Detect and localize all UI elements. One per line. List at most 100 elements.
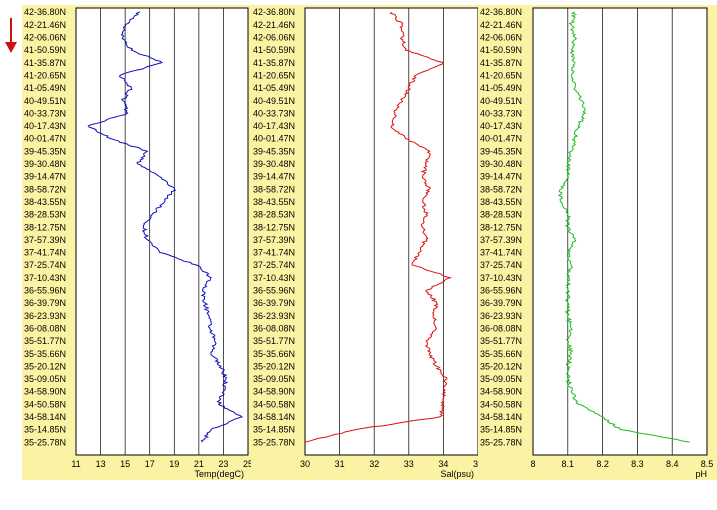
x-tick-label: 34	[438, 459, 448, 469]
x-tick-label: 32	[369, 459, 379, 469]
x-tick-label: 23	[218, 459, 228, 469]
y-tick-label: 39-45.35N	[480, 146, 522, 156]
y-tick-label: 38-28.53N	[24, 210, 66, 220]
y-tick-label: 37-10.43N	[24, 273, 66, 283]
y-tick-label: 35-25.78N	[480, 437, 522, 447]
y-tick-label: 40-49.51N	[24, 96, 66, 106]
y-tick-label: 36-23.93N	[24, 311, 66, 321]
y-tick-label: 37-25.74N	[480, 260, 522, 270]
x-axis-label: pH	[695, 469, 707, 479]
y-tick-label: 35-25.78N	[253, 437, 295, 447]
y-tick-label: 41-20.65N	[480, 70, 522, 80]
plot-area	[304, 7, 479, 456]
y-tick-label: 35-51.77N	[480, 336, 522, 346]
x-axis-label: Temp(degC)	[194, 469, 244, 479]
y-tick-label: 38-43.55N	[24, 197, 66, 207]
y-tick-label: 34-50.58N	[24, 399, 66, 409]
y-tick-label: 37-41.74N	[24, 248, 66, 258]
x-tick-label: 8.1	[562, 459, 575, 469]
y-tick-label: 37-41.74N	[253, 248, 295, 258]
x-tick-label: 30	[300, 459, 310, 469]
y-tick-label: 39-14.47N	[253, 172, 295, 182]
y-tick-label: 35-51.77N	[24, 336, 66, 346]
y-tick-label: 35-09.05N	[24, 374, 66, 384]
y-tick-label: 35-25.78N	[24, 437, 66, 447]
chart-panel-3: 8 8.1 8.2 8.3 8.4 8.5pH 42-36.80N 42-21.46N 42-0…	[478, 5, 717, 480]
y-tick-label: 37-57.39N	[24, 235, 66, 245]
y-tick-label: 42-36.80N	[24, 7, 66, 17]
y-tick-label: 41-50.59N	[480, 45, 522, 55]
y-tick-label: 37-57.39N	[480, 235, 522, 245]
y-tick-label: 42-06.06N	[24, 33, 66, 43]
x-tick-label: 15	[120, 459, 130, 469]
y-tick-label: 37-25.74N	[24, 260, 66, 270]
y-tick-label: 34-58.90N	[253, 387, 295, 397]
y-tick-label: 42-21.46N	[24, 20, 66, 30]
x-axis-label: Sal(psu)	[440, 469, 474, 479]
series-line	[87, 11, 244, 443]
y-tick-label: 42-36.80N	[253, 7, 295, 17]
y-tick-label: 36-39.79N	[253, 298, 295, 308]
y-tick-label: 36-55.96N	[253, 286, 295, 296]
y-tick-label: 35-14.85N	[24, 425, 66, 435]
y-tick-label: 38-43.55N	[480, 197, 522, 207]
y-tick-label: 35-14.85N	[480, 425, 522, 435]
y-tick-label: 38-12.75N	[480, 222, 522, 232]
down-arrow-icon	[5, 18, 17, 53]
y-tick-label: 38-28.53N	[253, 210, 295, 220]
y-tick-label: 37-57.39N	[253, 235, 295, 245]
y-tick-label: 35-09.05N	[480, 374, 522, 384]
y-tick-label: 34-50.58N	[253, 399, 295, 409]
y-tick-label: 41-05.49N	[480, 83, 522, 93]
y-tick-label: 41-50.59N	[253, 45, 295, 55]
x-tick-label: 8.4	[666, 459, 679, 469]
y-tick-label: 35-09.05N	[253, 374, 295, 384]
y-tick-label: 38-58.72N	[24, 184, 66, 194]
y-tick-label: 34-50.58N	[480, 399, 522, 409]
x-tick-label: 19	[169, 459, 179, 469]
y-tick-label: 37-10.43N	[480, 273, 522, 283]
y-tick-label: 36-55.96N	[24, 286, 66, 296]
y-tick-label: 34-58.90N	[480, 387, 522, 397]
y-tick-label: 41-35.87N	[253, 58, 295, 68]
plot-area	[75, 7, 249, 456]
y-tick-label: 35-51.77N	[253, 336, 295, 346]
y-tick-label: 39-30.48N	[480, 159, 522, 169]
y-tick-label: 42-36.80N	[480, 7, 522, 17]
y-tick-label: 40-33.73N	[24, 108, 66, 118]
y-tick-label: 40-17.43N	[253, 121, 295, 131]
y-tick-label: 41-20.65N	[24, 70, 66, 80]
x-tick-label: 8.2	[596, 459, 609, 469]
y-tick-label: 35-20.12N	[24, 361, 66, 371]
y-tick-label: 41-35.87N	[480, 58, 522, 68]
y-tick-label: 35-20.12N	[253, 361, 295, 371]
y-tick-label: 39-30.48N	[253, 159, 295, 169]
y-tick-label: 40-49.51N	[253, 96, 295, 106]
y-tick-label: 35-20.12N	[480, 361, 522, 371]
y-tick-label: 35-35.66N	[253, 349, 295, 359]
y-tick-label: 40-17.43N	[480, 121, 522, 131]
x-tick-label: 13	[96, 459, 106, 469]
y-tick-label: 38-12.75N	[253, 222, 295, 232]
y-tick-label: 42-21.46N	[253, 20, 295, 30]
y-tick-label: 38-43.55N	[253, 197, 295, 207]
y-tick-label: 39-45.35N	[24, 146, 66, 156]
x-tick-label: 31	[335, 459, 345, 469]
y-tick-label: 41-20.65N	[253, 70, 295, 80]
y-tick-label: 40-01.47N	[480, 134, 522, 144]
series-line	[304, 11, 453, 443]
y-tick-label: 38-58.72N	[480, 184, 522, 194]
x-tick-label: 8	[530, 459, 535, 469]
x-tick-label: 25	[243, 459, 253, 469]
y-tick-label: 36-39.79N	[24, 298, 66, 308]
y-tick-label: 37-25.74N	[253, 260, 295, 270]
y-tick-label: 41-05.49N	[24, 83, 66, 93]
y-tick-label: 36-08.08N	[24, 323, 66, 333]
y-tick-label: 40-01.47N	[253, 134, 295, 144]
y-tick-label: 36-23.93N	[480, 311, 522, 321]
x-tick-label: 11	[71, 459, 80, 469]
series-line	[557, 11, 690, 443]
